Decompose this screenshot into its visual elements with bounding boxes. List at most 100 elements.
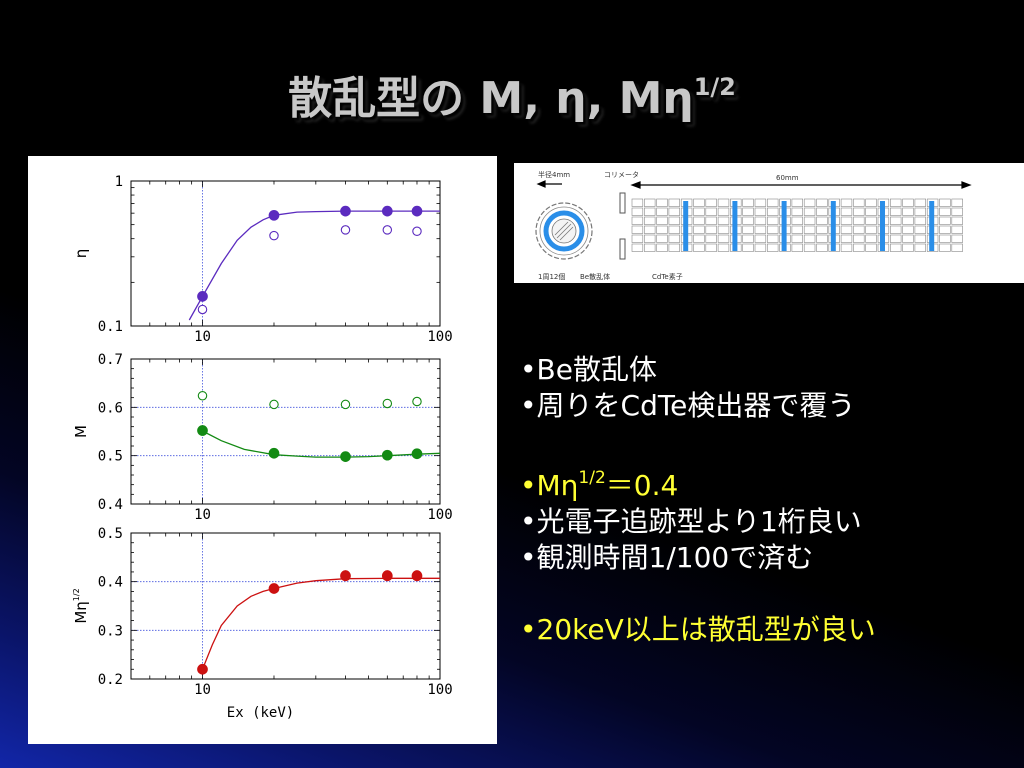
cdte-element [767, 243, 779, 252]
cdte-element [791, 243, 803, 252]
cdte-element [853, 207, 865, 216]
cdte-element [631, 225, 644, 234]
cdte-element [754, 198, 767, 207]
cdte-element [816, 225, 828, 234]
stacked-charts: 1 0.1 10 100 η 0.7 0.6 0.5 0.4 10 100 M 0.5 0.4 0.3 0.2… [72, 174, 453, 721]
cdte-element [791, 207, 803, 216]
cdte-element [742, 207, 754, 216]
cdte-element [853, 198, 865, 207]
cdte-element [951, 234, 963, 243]
cdte-strip [880, 201, 885, 251]
cdte-element [656, 234, 668, 243]
cdte-element [644, 216, 656, 225]
cdte-element [717, 207, 730, 216]
cdte-label: CdTe素子 [652, 272, 683, 281]
cdte-element [939, 198, 951, 207]
top-open-point [269, 230, 279, 241]
cdte-element [889, 234, 902, 243]
bottom-filled-point [340, 570, 351, 582]
bottom-y-axis-label-sup: 1/2 [72, 588, 81, 601]
cdte-element [853, 234, 865, 243]
count-label: 1周12個 [538, 272, 565, 281]
cdte-element [717, 198, 730, 207]
middle-x-tick-label: 100 [427, 507, 452, 523]
cdte-element [803, 198, 816, 207]
cdte-element [914, 198, 926, 207]
bottom-filled-point [411, 570, 423, 582]
bottom-y-axis-label: Mη1/2 [72, 588, 90, 623]
cdte-element [791, 216, 803, 225]
cdte-element [853, 216, 865, 225]
scatterer-assembly [535, 202, 593, 260]
middle-open-point [382, 398, 393, 409]
middle-open-point [412, 396, 422, 407]
cdte-element [853, 225, 865, 234]
cdte-element [754, 225, 767, 234]
cdte-element [791, 225, 803, 234]
cdte-element [914, 216, 926, 225]
cdte-element [742, 225, 754, 234]
title-text: 散乱型の M, η, Mη [288, 73, 694, 124]
top-open-point [382, 225, 393, 235]
top-y-tick-label: 1 [115, 174, 123, 190]
cdte-element [902, 234, 914, 243]
cdte-element [803, 225, 816, 234]
cdte-element [693, 216, 705, 225]
cdte-element [754, 207, 767, 216]
cdte-element [865, 243, 877, 252]
cdte-element [717, 216, 730, 225]
cdte-strip [683, 201, 689, 251]
bottom-y-tick-label: 0.5 [98, 526, 123, 542]
cdte-element [656, 207, 668, 216]
cdte-element [767, 198, 779, 207]
bullet-m-eta: •Mη1/2＝0.4 [520, 460, 1020, 504]
cdte-element [656, 243, 668, 252]
cdte-element [754, 216, 767, 225]
m-eta-text: •Mη [520, 469, 579, 502]
cdte-element [840, 225, 853, 234]
cdte-element [939, 243, 951, 252]
cdte-element [668, 225, 680, 234]
top-filled-point [268, 209, 280, 221]
cdte-element [668, 234, 680, 243]
cdte-element [668, 207, 680, 216]
cdte-element [914, 207, 926, 216]
cdte-strip [781, 201, 787, 251]
bottom-x-axis-label: Ex (keV) [227, 705, 294, 721]
cdte-element [951, 216, 963, 225]
cdte-element [914, 225, 926, 234]
cdte-element [889, 198, 902, 207]
cdte-element [705, 225, 717, 234]
middle-y-axis-label: M [72, 425, 90, 438]
cdte-element [939, 225, 951, 234]
middle-y-tick-label: 0.6 [98, 400, 123, 416]
cdte-element [791, 198, 803, 207]
top-filled-point [340, 205, 351, 217]
cdte-element [902, 216, 914, 225]
middle-filled-point [411, 448, 423, 460]
middle-filled-point [381, 449, 393, 461]
slide-title: 散乱型の M, η, Mη1/2 [0, 62, 1024, 126]
cdte-element [631, 243, 644, 252]
top-filled-point [411, 205, 423, 217]
cdte-element [631, 207, 644, 216]
bottom-y-tick-label: 0.4 [98, 575, 123, 591]
bullet-order-better: •光電子追跡型より1桁良い [520, 505, 862, 538]
cdte-element [865, 216, 877, 225]
bottom-y-tick-label: 0.2 [98, 672, 123, 688]
cdte-array [631, 198, 963, 252]
top-fit-curve [188, 210, 440, 321]
bottom-filled-point [197, 663, 208, 675]
cdte-strip [929, 201, 935, 251]
cdte-element [951, 243, 963, 252]
cdte-element [717, 243, 730, 252]
cdte-element [939, 207, 951, 216]
m-eta-value: ＝0.4 [605, 469, 679, 502]
cdte-element [668, 198, 680, 207]
cdte-element [656, 225, 668, 234]
cdte-element [754, 243, 767, 252]
cdte-element [754, 234, 767, 243]
cdte-element [693, 225, 705, 234]
middle-open-point [197, 390, 208, 401]
cdte-element [705, 216, 717, 225]
